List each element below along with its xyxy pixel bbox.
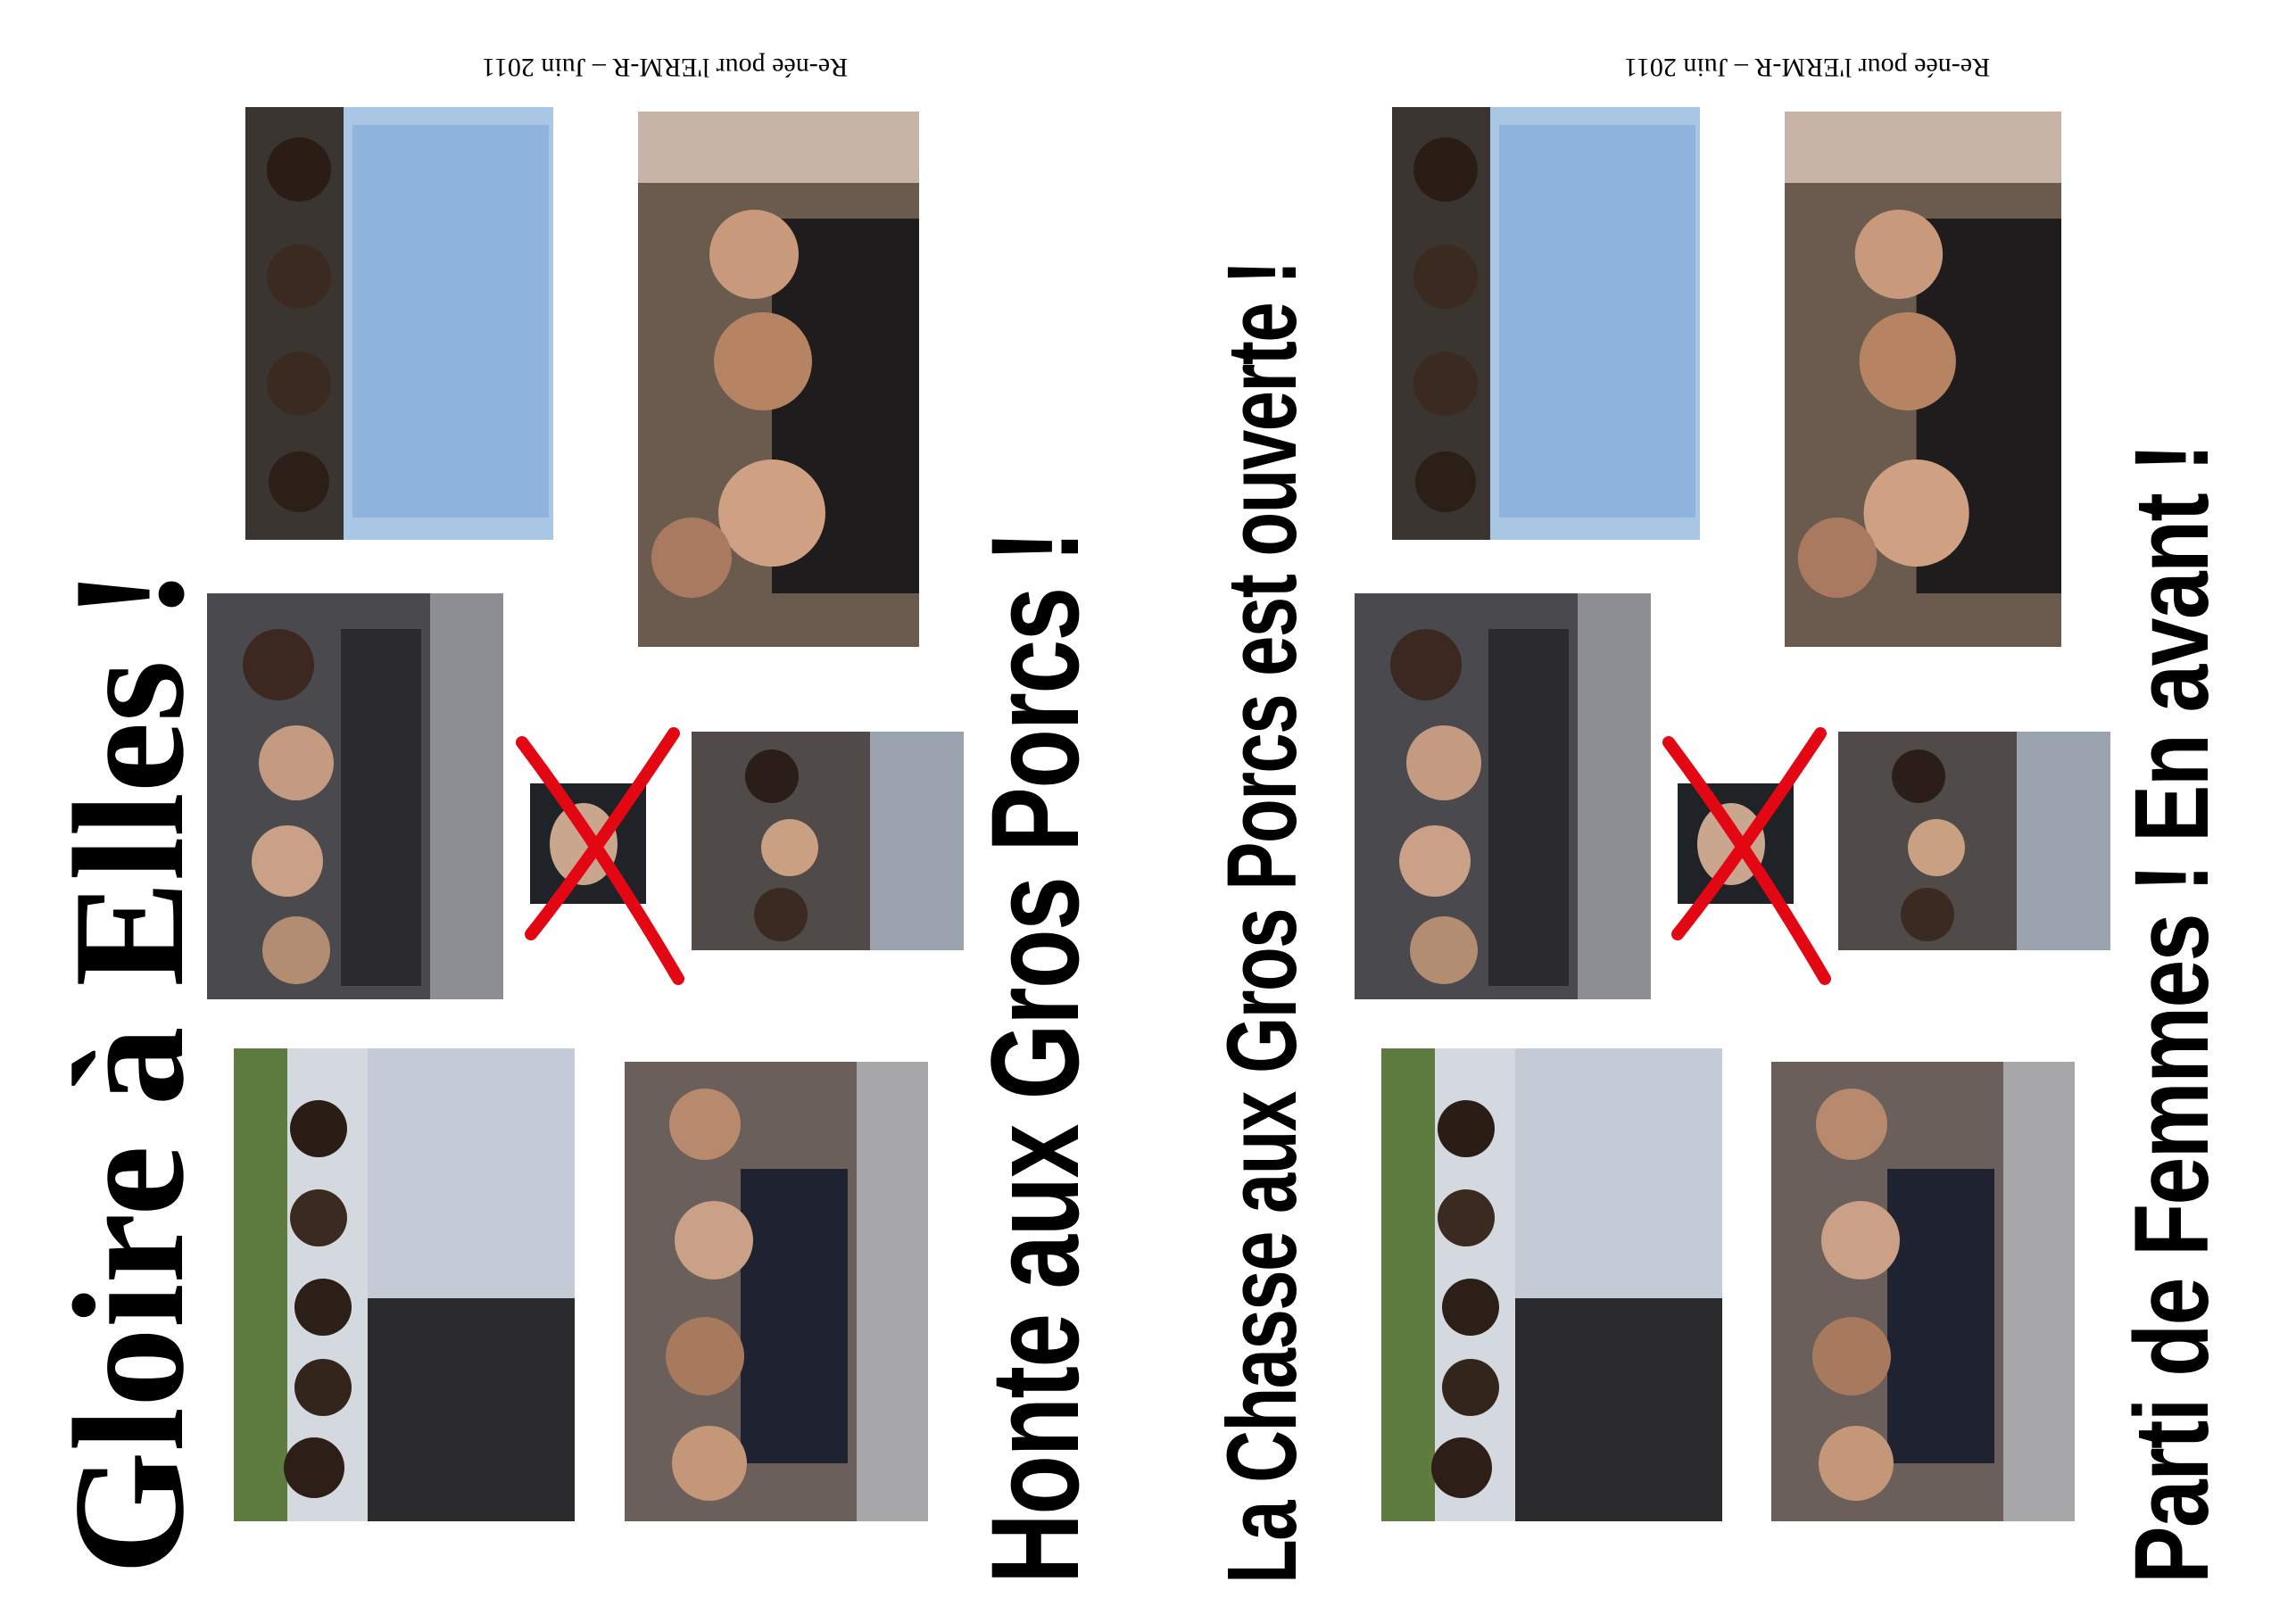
panel-1-red-cross-icon (513, 725, 684, 985)
panel-1-left-headline: Gloire à Elles ! (40, 567, 217, 1575)
panel-2-right-headline: Parti de Femmes ! En avant ! (2113, 444, 2231, 1584)
panel-2-credit: Re-née pour l'ERM-R – Juin 2011 (1624, 53, 1991, 82)
photo-women-protest (692, 732, 964, 950)
panel-2-left-headline: La Chasse aux Gros Porcs est ouverte ! (1207, 261, 1317, 1584)
photo-housekeepers-group-2 (1381, 1048, 1722, 1521)
photo-group-blue-uniforms-2 (1392, 107, 1700, 540)
panel-1-credit: Re-née pour l'ERM-R – Juin 2011 (482, 53, 849, 82)
photo-protest-fence (207, 593, 503, 999)
photo-women-protest-2 (1838, 732, 2110, 950)
photo-rally-crowd-2 (1771, 1062, 2075, 1521)
photo-group-blue-uniforms (245, 107, 553, 540)
photo-protest-fence-2 (1355, 593, 1651, 999)
photo-rally-crowd (625, 1062, 928, 1521)
panel-2-red-cross-icon (1660, 725, 1831, 985)
panel-1-right-headline: Honte aux Gros Porcs ! (965, 531, 1105, 1585)
photo-crowd-cheering-2 (1785, 112, 2061, 647)
photo-housekeepers-group (234, 1048, 575, 1521)
photo-crowd-cheering (638, 112, 919, 647)
